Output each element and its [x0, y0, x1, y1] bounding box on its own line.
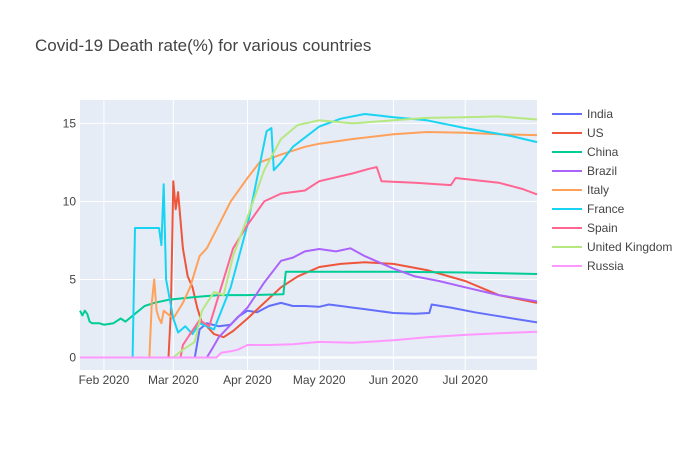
legend: India US China Brazil Italy France Spain United… [552, 107, 672, 273]
legend-item[interactable]: Russia [552, 259, 624, 273]
legend-label: Spain [587, 221, 618, 235]
x-tick-label: Jun 2020 [369, 373, 419, 387]
plot-background [80, 100, 537, 370]
legend-item[interactable]: US [552, 126, 604, 140]
legend-item[interactable]: India [552, 107, 613, 121]
legend-item[interactable]: United Kingdom [552, 240, 672, 254]
series-line-italy [80, 131, 538, 359]
legend-label: US [587, 126, 604, 140]
y-tick-label: 10 [63, 194, 77, 208]
x-tick-label: May 2020 [293, 373, 346, 387]
y-tick-label: 15 [63, 116, 77, 130]
series-lines [79, 113, 538, 359]
legend-item[interactable]: China [552, 145, 619, 159]
series-line-india [80, 301, 538, 359]
legend-label: Russia [587, 259, 624, 273]
series-line-united-kingdom [80, 115, 538, 359]
legend-label: Italy [587, 183, 609, 197]
x-tick-label: Jul 2020 [443, 373, 489, 387]
series-line-spain [80, 166, 538, 359]
series-line-china [79, 270, 538, 326]
legend-label: China [587, 145, 619, 159]
legend-label: India [587, 107, 613, 121]
legend-item[interactable]: Brazil [552, 164, 617, 178]
legend-label: United Kingdom [587, 240, 672, 254]
y-tick-label: 5 [69, 272, 76, 286]
x-axis-ticks: Feb 2020 Mar 2020 Apr 2020 May 2020 Jun 2020… [79, 373, 489, 387]
chart-title: Covid-19 Death rate(%) for various count… [35, 36, 371, 55]
y-axis-ticks: 0 5 10 15 [63, 116, 77, 364]
plot-area [79, 100, 538, 370]
y-tick-label: 0 [69, 351, 76, 365]
series-line-brazil [80, 247, 538, 359]
legend-label: Brazil [587, 164, 617, 178]
x-tick-label: Apr 2020 [223, 373, 272, 387]
legend-item[interactable]: France [552, 202, 625, 216]
series-line-russia [80, 330, 538, 359]
legend-item[interactable]: Italy [552, 183, 609, 197]
x-tick-label: Mar 2020 [148, 373, 199, 387]
legend-label: France [587, 202, 625, 216]
legend-item[interactable]: Spain [552, 221, 618, 235]
x-tick-label: Feb 2020 [79, 373, 130, 387]
